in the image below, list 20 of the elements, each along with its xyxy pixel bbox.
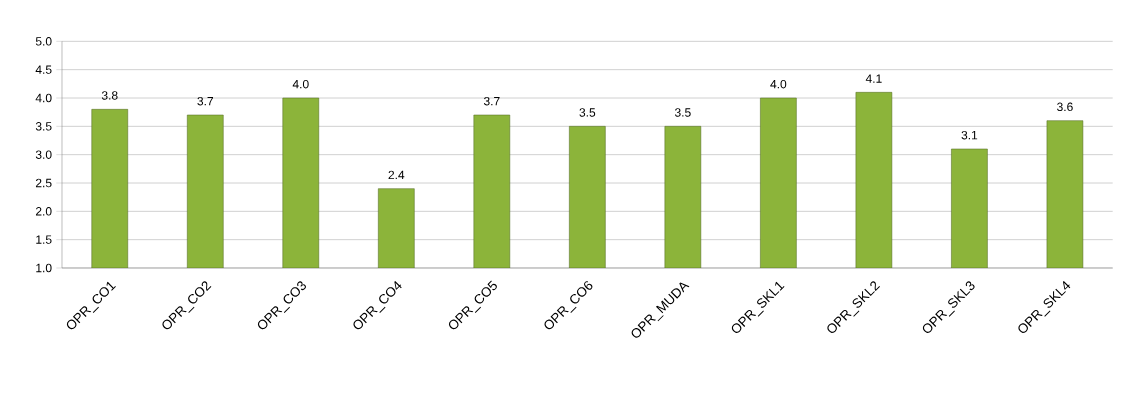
y-tick-label: 4.5	[35, 65, 52, 74]
data-label: 4.0	[292, 79, 309, 89]
y-tick-label: 1.0	[36, 263, 52, 273]
data-label: 2.4	[388, 170, 405, 180]
data-label: 3.8	[101, 91, 118, 100]
data-label: 4.1	[865, 74, 882, 83]
data-label: 3.7	[197, 96, 214, 106]
data-label: 3.1	[961, 130, 978, 140]
y-tick-label: 3.0	[35, 150, 52, 159]
y-tick-label: 5.0	[35, 37, 52, 46]
y-tick-label: 1.5	[36, 235, 52, 244]
y-tick-label: 2.0	[35, 207, 52, 216]
data-label: 3.6	[1057, 102, 1073, 112]
data-label: 3.5	[579, 108, 596, 117]
y-tick-label: 4.0	[35, 93, 52, 103]
data-label: 4.0	[770, 79, 787, 89]
data-label: 3.5	[674, 108, 691, 117]
y-tick-label: 3.5	[35, 122, 52, 131]
data-label: 3.7	[483, 96, 500, 106]
y-tick-label: 2.5	[35, 178, 52, 188]
